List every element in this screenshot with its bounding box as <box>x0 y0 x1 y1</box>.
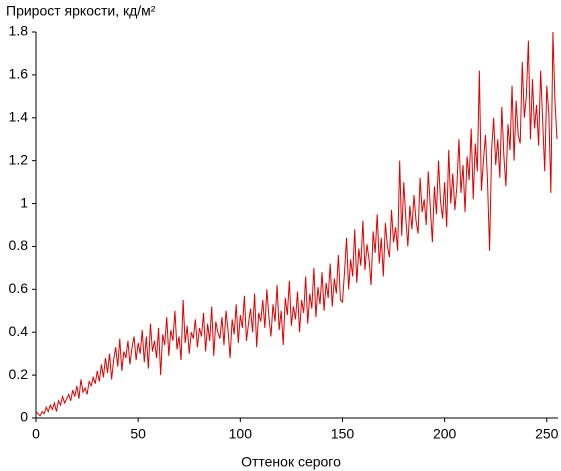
chart-title: Прирост яркости, кд/м² <box>6 3 156 19</box>
x-tick-label: 150 <box>331 426 355 442</box>
x-tick-label: 0 <box>32 426 40 442</box>
y-tick-label: 0.4 <box>9 323 29 339</box>
y-tick-label: 0.6 <box>9 280 29 296</box>
y-tick-label: 1.8 <box>9 23 29 39</box>
x-axis-label: Оттенок серого <box>241 454 341 470</box>
x-tick-label: 50 <box>130 426 146 442</box>
y-tick-label: 0.8 <box>9 237 29 253</box>
y-tick-label: 1.6 <box>9 66 29 82</box>
data-line <box>35 31 558 417</box>
y-tick-label: 1.2 <box>9 151 29 167</box>
y-tick-label: 0 <box>20 409 28 425</box>
x-tick-label: 100 <box>229 426 253 442</box>
x-tick-label: 200 <box>433 426 457 442</box>
y-tick-label: 1.4 <box>9 108 29 124</box>
x-tick-label: 250 <box>535 426 559 442</box>
y-tick-label: 0.2 <box>9 366 29 382</box>
y-tick-label: 1 <box>20 194 28 210</box>
